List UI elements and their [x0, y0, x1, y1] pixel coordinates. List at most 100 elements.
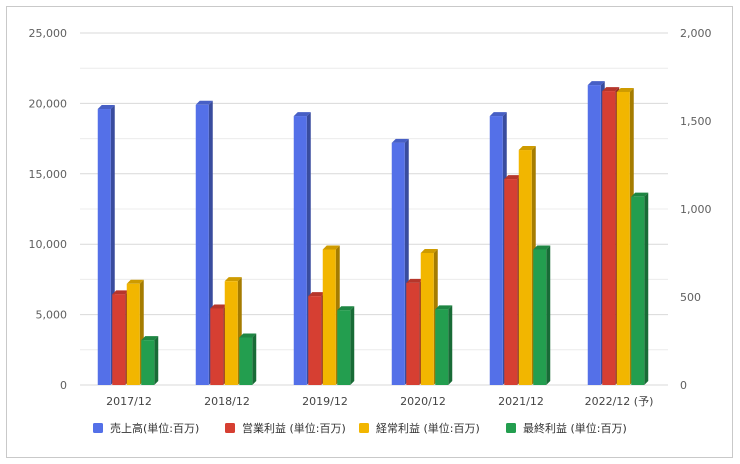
- legend-label: 最終利益 (単位:百万): [523, 421, 627, 435]
- bar-top: [308, 292, 326, 297]
- bar-top: [616, 87, 634, 92]
- y-left-tick-label: 20,000: [29, 97, 68, 110]
- bar: [616, 87, 634, 386]
- bar: [239, 333, 257, 385]
- bar: [631, 192, 649, 385]
- bar-side: [644, 192, 649, 385]
- bar-top: [391, 138, 409, 143]
- bar: [224, 277, 242, 385]
- bar-front: [239, 337, 253, 385]
- legend-swatch: [93, 423, 103, 433]
- bar: [322, 245, 340, 385]
- bar-top: [435, 305, 453, 310]
- bar-front: [518, 150, 532, 385]
- bar-top: [587, 81, 605, 86]
- bar-front: [489, 116, 503, 386]
- bar-front: [112, 294, 126, 385]
- legend-label: 売上高(単位:百万): [110, 421, 199, 435]
- y-left-tick-label: 0: [60, 379, 67, 392]
- x-axis-categories: 2017/12 2018/12 2019/12 2020/12 2021/12 2022/…: [106, 395, 653, 408]
- bar-top: [406, 278, 424, 283]
- x-category-label: 2018/12: [204, 395, 250, 408]
- bar-front: [308, 296, 322, 385]
- bar-top: [224, 277, 242, 282]
- bar: [308, 292, 326, 385]
- y-right-tick-label: 1,000: [680, 203, 712, 216]
- y-right-tick-label: 1,500: [680, 115, 712, 128]
- y-left-tick-label: 25,000: [29, 27, 68, 40]
- bar: [406, 278, 424, 385]
- x-category-label: 2020/12: [400, 395, 446, 408]
- bar-top: [293, 112, 311, 117]
- bar-front: [195, 104, 209, 386]
- bar-top: [239, 333, 257, 338]
- x-category-label: 2017/12: [106, 395, 152, 408]
- bar-front: [587, 85, 601, 385]
- y-right-tick-label: 0: [680, 379, 687, 392]
- bar: [141, 336, 159, 385]
- bar-front: [293, 116, 307, 386]
- bar-top: [195, 100, 213, 105]
- bar-front: [322, 249, 336, 385]
- legend: 売上高(単位:百万) 営業利益 (単位:百万) 経常利益 (単位:百万) 最終利益 (…: [93, 421, 627, 435]
- bar-top: [112, 290, 130, 295]
- bar: [195, 100, 213, 386]
- x-category-label: 2021/12: [498, 395, 544, 408]
- bar: [602, 87, 620, 385]
- bar-front: [420, 253, 434, 385]
- bar-front: [97, 109, 111, 386]
- legend-item: 最終利益 (単位:百万): [506, 421, 627, 435]
- y-right-tick-label: 500: [680, 291, 701, 304]
- bar-front: [435, 309, 449, 385]
- legend-item: 経常利益 (単位:百万): [359, 421, 480, 435]
- bar-top: [126, 279, 144, 284]
- bar: [489, 112, 507, 386]
- bar-top: [337, 306, 355, 311]
- bar: [112, 290, 130, 385]
- right-axis-ticks: 0 500 1,000 1,500 2,000: [680, 27, 712, 392]
- y-left-tick-label: 5,000: [36, 309, 68, 322]
- legend-label: 営業利益 (単位:百万): [242, 421, 346, 435]
- bar-top: [504, 175, 522, 180]
- bar-top: [420, 249, 438, 253]
- bar: [435, 305, 453, 385]
- bars: [97, 81, 649, 386]
- bar-top: [141, 336, 159, 341]
- bar-top: [518, 146, 536, 151]
- x-category-label: 2019/12: [302, 395, 348, 408]
- bar: [518, 146, 536, 385]
- legend-item: 売上高(単位:百万): [93, 421, 199, 435]
- bar: [293, 112, 311, 386]
- bar: [420, 249, 438, 385]
- bar-side: [252, 333, 257, 385]
- legend-swatch: [359, 423, 369, 433]
- bar-top: [210, 304, 228, 309]
- legend-label: 経常利益 (単位:百万): [376, 421, 480, 435]
- bar-top: [631, 192, 649, 197]
- bar-front: [616, 91, 630, 386]
- bar: [126, 279, 144, 385]
- bar-front: [504, 179, 518, 385]
- bar-front: [533, 249, 547, 385]
- legend-item: 営業利益 (単位:百万): [225, 421, 346, 435]
- bar-side: [448, 305, 453, 385]
- bar: [337, 306, 355, 385]
- bar-front: [210, 308, 224, 385]
- gridlines: [80, 32, 668, 386]
- bar-top: [97, 105, 115, 110]
- legend-swatch: [506, 423, 516, 433]
- bar-top: [489, 112, 507, 117]
- bar: [97, 105, 115, 386]
- bar-front: [141, 340, 155, 385]
- bar-front: [224, 281, 238, 385]
- y-right-tick-label: 2,000: [680, 27, 712, 40]
- bar-side: [350, 306, 355, 385]
- bar-top: [322, 245, 340, 250]
- bar: [391, 138, 409, 385]
- bar-front: [631, 196, 645, 385]
- y-left-tick-label: 10,000: [29, 238, 68, 251]
- x-category-label: 2022/12 (予): [585, 395, 654, 408]
- bar-side: [546, 245, 551, 385]
- bar-front: [406, 282, 420, 385]
